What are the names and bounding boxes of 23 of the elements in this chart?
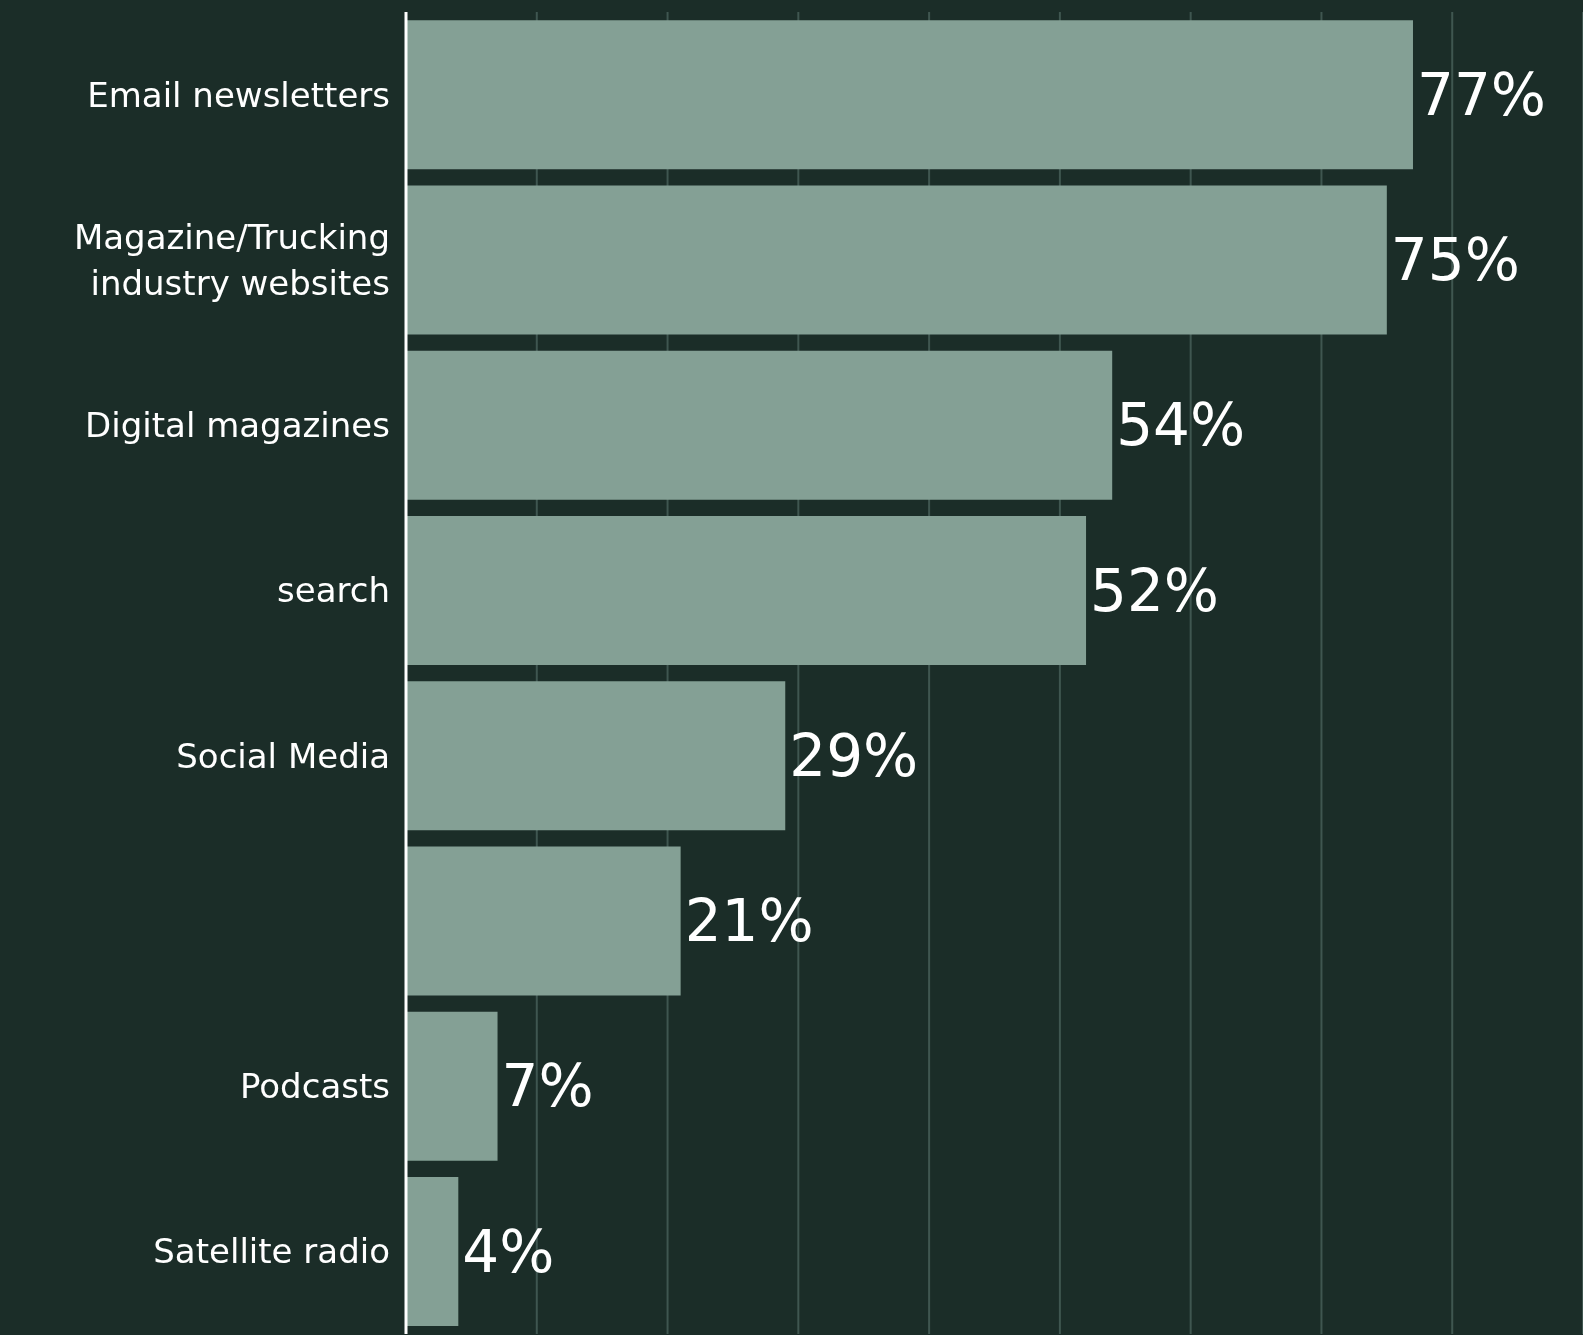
y-tick-label: Podcasts (240, 1066, 390, 1107)
y-tick-label: Digital magazines (85, 405, 390, 446)
data-label: 52% (1090, 556, 1219, 625)
y-tick-label: Social Media (176, 735, 390, 776)
bar (406, 516, 1087, 666)
bar (406, 1177, 459, 1327)
data-label: 75% (1390, 226, 1520, 295)
y-tick-label: Magazine/Trucking industry websites (73, 216, 390, 303)
bar (406, 681, 786, 831)
data-label: 7% (501, 1052, 594, 1121)
y-tick-label: search (277, 570, 390, 611)
bar (406, 185, 1387, 335)
bar (406, 1011, 498, 1161)
data-label: 4% (462, 1217, 555, 1286)
bar (406, 20, 1413, 170)
data-label: 77% (1416, 60, 1546, 129)
data-label: 54% (1116, 391, 1246, 460)
data-label: 29% (789, 721, 919, 790)
y-tick-label: Email newsletters (87, 74, 390, 115)
bar (406, 350, 1113, 500)
y-tick-label: Satellite radio (153, 1231, 390, 1272)
bar (406, 846, 681, 996)
data-label: 21% (684, 887, 814, 956)
